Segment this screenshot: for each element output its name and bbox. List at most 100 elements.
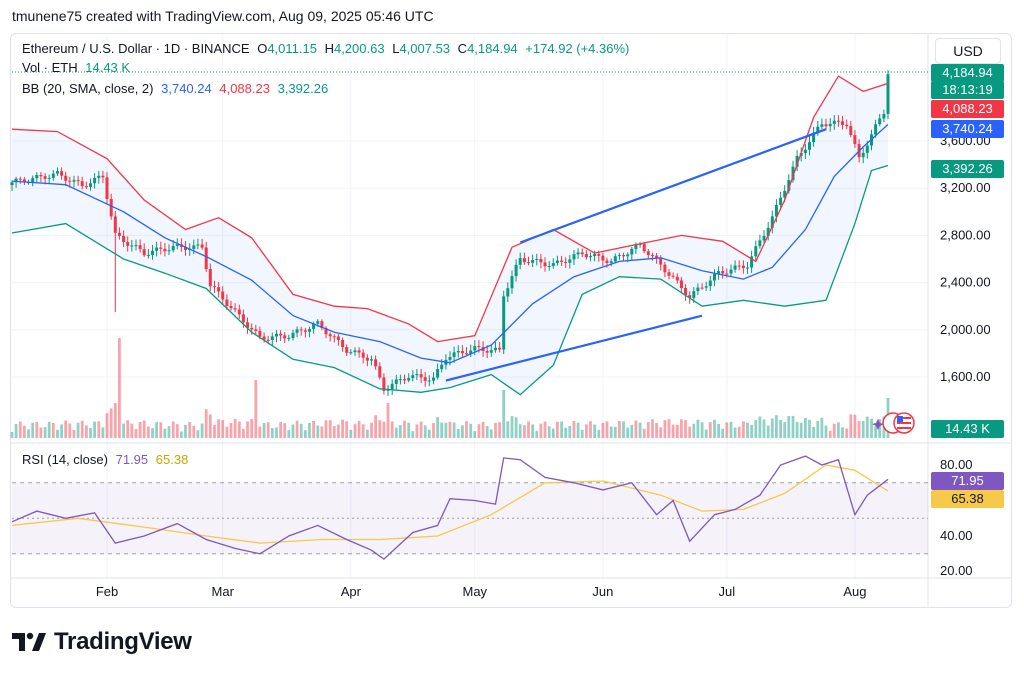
candle-body <box>766 227 770 236</box>
volume-bar <box>283 423 287 438</box>
candle-body <box>142 249 146 256</box>
candle-body <box>138 245 142 250</box>
candle-body <box>275 333 278 337</box>
time-tick-label: Jul <box>719 584 736 599</box>
volume-bar <box>208 414 212 438</box>
candle-body <box>229 306 233 309</box>
volume-bar <box>341 419 344 438</box>
volume-bar <box>411 431 415 438</box>
candle-body <box>655 255 659 258</box>
events-flag-icon[interactable] <box>871 411 921 435</box>
volume-bar <box>692 423 696 438</box>
currency-button[interactable]: USD <box>935 38 1001 64</box>
candle-body <box>849 126 853 135</box>
volume-bar <box>97 421 101 438</box>
candle-body <box>874 124 878 135</box>
volume-bar <box>832 423 836 438</box>
volume-bar <box>659 427 663 438</box>
rsi-value: 71.95 <box>115 452 149 467</box>
volume-bar <box>708 422 712 438</box>
volume-bar <box>733 427 737 438</box>
volume-bar <box>113 403 117 438</box>
candle-body <box>299 329 303 331</box>
time-tick-label: May <box>463 584 488 599</box>
candle-body <box>361 352 365 358</box>
candle-body <box>617 255 621 257</box>
candle-body <box>593 254 597 257</box>
volume-bar <box>651 419 654 438</box>
volume-bar <box>618 421 621 438</box>
candle-body <box>436 369 440 378</box>
candle-body <box>737 265 741 267</box>
rsi-ma-tag: 65.38 <box>931 490 1004 508</box>
volume-bar <box>43 427 47 438</box>
volume-bar <box>878 419 882 438</box>
volume-bar <box>568 425 572 438</box>
candle-body <box>584 254 588 258</box>
volume-bar <box>498 422 501 438</box>
candle-body <box>460 351 464 354</box>
price-tick-label: 3,200.00 <box>940 180 991 195</box>
candle-body <box>320 321 324 328</box>
volume-bar <box>485 426 489 438</box>
candle-body <box>642 243 646 252</box>
candle-body <box>845 124 849 127</box>
time-tick-label: Jun <box>592 584 613 599</box>
volume-bar <box>865 416 869 438</box>
volume-bar <box>746 422 749 438</box>
volume-bar <box>275 427 278 438</box>
volume-bar <box>758 416 762 438</box>
bollinger-lower-line <box>11 164 889 396</box>
volume-bar <box>204 409 208 438</box>
candle-body <box>101 175 105 178</box>
volume-bar <box>539 423 543 438</box>
volume-bar <box>175 424 179 438</box>
candle-body <box>72 180 76 182</box>
candle-body <box>370 359 373 361</box>
rsi-band-fill <box>12 482 928 554</box>
volume-bar <box>39 427 43 438</box>
volume-bar <box>812 426 815 438</box>
candle-body <box>555 260 559 264</box>
candle-body <box>589 256 592 258</box>
volume-bar <box>783 422 787 438</box>
candle-body <box>568 259 572 263</box>
volume-bar <box>729 421 733 438</box>
candle-body <box>518 258 522 265</box>
open-value: 4,011.15 <box>267 41 317 56</box>
candle-body <box>498 347 502 350</box>
candle-body <box>80 181 84 187</box>
rsi-label: RSI (14, close) <box>22 452 108 467</box>
candle-body <box>489 350 493 353</box>
candle-body <box>130 245 134 247</box>
volume-bar <box>246 421 249 438</box>
volume-bar <box>427 429 431 438</box>
candle-body <box>787 180 791 191</box>
candle-body <box>622 255 625 257</box>
volume-bar <box>56 429 59 438</box>
candle-body <box>258 330 262 337</box>
volume-bar <box>791 415 795 438</box>
candle-body <box>853 135 857 145</box>
candle-body <box>151 250 154 255</box>
candle-body <box>303 330 307 332</box>
volume-bar <box>394 427 398 438</box>
time-tick-label: Aug <box>843 584 866 599</box>
volume-bar <box>196 430 200 438</box>
candle-body <box>510 276 514 289</box>
volume-bar <box>506 421 510 438</box>
candle-body <box>477 346 481 348</box>
volume-bar <box>436 417 439 438</box>
volume-bar <box>60 424 63 438</box>
candle-body <box>217 287 221 292</box>
candle-body <box>84 186 88 188</box>
candle-body <box>609 261 613 263</box>
volume-bar <box>601 422 605 438</box>
candle-body <box>250 327 254 330</box>
volume-bar <box>134 429 138 438</box>
candle-body <box>841 121 844 125</box>
volume-bar <box>481 421 485 438</box>
volume-bar <box>824 425 828 438</box>
time-tick-label: Apr <box>341 584 362 599</box>
